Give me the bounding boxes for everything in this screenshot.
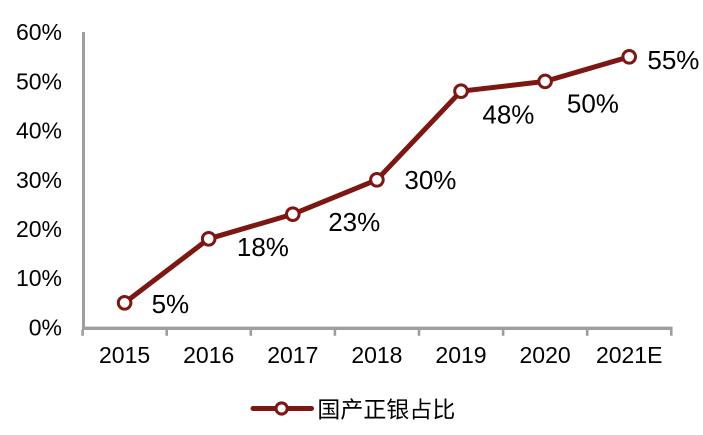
svg-text:48%: 48%	[482, 100, 534, 130]
svg-text:2016: 2016	[183, 342, 234, 368]
svg-text:30%: 30%	[404, 165, 456, 195]
svg-text:30%: 30%	[16, 167, 62, 193]
svg-text:0%: 0%	[29, 314, 62, 340]
svg-text:2020: 2020	[520, 342, 571, 368]
svg-text:50%: 50%	[567, 89, 619, 119]
svg-text:40%: 40%	[16, 118, 62, 144]
svg-text:60%: 60%	[16, 19, 62, 45]
svg-text:55%: 55%	[647, 45, 699, 75]
svg-text:23%: 23%	[328, 207, 380, 237]
svg-text:2015: 2015	[99, 342, 150, 368]
svg-text:2021E: 2021E	[596, 342, 663, 368]
svg-text:2017: 2017	[267, 342, 318, 368]
svg-text:2018: 2018	[351, 342, 402, 368]
svg-text:20%: 20%	[16, 216, 62, 242]
svg-text:50%: 50%	[16, 68, 62, 94]
svg-text:10%: 10%	[16, 265, 62, 291]
svg-text:18%: 18%	[237, 232, 289, 262]
svg-text:5%: 5%	[152, 289, 190, 319]
svg-text:2019: 2019	[435, 342, 486, 368]
